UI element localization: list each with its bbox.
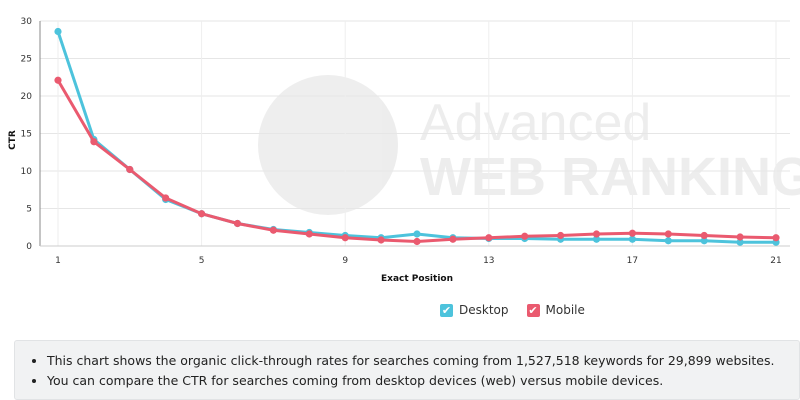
series-line-desktop	[56, 31, 776, 244]
y-tick-label: 10	[21, 167, 33, 177]
data-point-mobile	[162, 194, 170, 202]
x-tick-label: 13	[483, 256, 494, 266]
note-item: You can compare the CTR for searches com…	[47, 371, 799, 391]
data-point-mobile	[413, 237, 421, 246]
check-icon[interactable]: ✔	[526, 303, 540, 317]
data-point-mobile	[664, 230, 672, 238]
legend-label: Mobile	[545, 303, 585, 317]
legend-item-desktop[interactable]: ✔ Desktop	[440, 303, 509, 317]
legend-label: Desktop	[459, 303, 509, 317]
data-point-mobile	[54, 76, 62, 84]
data-point-mobile	[126, 165, 134, 174]
x-tick-label: 5	[199, 256, 205, 266]
y-tick-label: 15	[21, 130, 32, 140]
data-point-mobile	[233, 219, 242, 228]
legend: ✔ Desktop ✔ Mobile	[440, 303, 585, 317]
data-point-mobile	[449, 235, 457, 243]
x-axis-label: Exact Position	[381, 274, 453, 284]
data-point-mobile	[628, 229, 637, 237]
data-point-mobile	[341, 234, 349, 242]
x-tick-label: 17	[627, 256, 638, 266]
data-point-desktop	[413, 230, 421, 238]
watermark: Advanced WEB RANKING	[258, 75, 800, 215]
data-point-mobile	[198, 210, 206, 218]
x-tick-label: 1	[55, 256, 61, 266]
x-tick-label: 9	[342, 256, 348, 266]
note-item: This chart shows the organic click-throu…	[47, 351, 799, 371]
data-point-mobile	[521, 232, 529, 240]
data-point-mobile	[485, 234, 493, 242]
y-tick-label: 25	[21, 55, 32, 65]
x-tick-label: 21	[770, 256, 781, 266]
svg-text:Advanced: Advanced	[420, 94, 651, 152]
data-point-mobile	[90, 138, 98, 146]
check-icon[interactable]: ✔	[440, 303, 453, 317]
data-point-desktop	[592, 235, 601, 243]
y-tick-label: 30	[21, 17, 33, 27]
legend-item-mobile[interactable]: ✔ Mobile	[526, 303, 585, 317]
data-point-desktop	[700, 237, 708, 245]
data-point-mobile	[305, 230, 313, 238]
data-point-mobile	[377, 236, 385, 244]
data-point-desktop	[664, 237, 672, 245]
data-point-mobile	[772, 234, 780, 242]
data-point-mobile	[736, 233, 744, 241]
svg-text:WEB RANKING: WEB RANKING	[420, 147, 800, 207]
data-point-desktop	[54, 27, 62, 36]
data-point-mobile	[557, 231, 565, 240]
y-tick-label: 0	[26, 242, 32, 252]
y-axis-label: CTR	[8, 130, 18, 150]
chart-description: This chart shows the organic click-throu…	[14, 340, 800, 400]
y-tick-label: 5	[26, 205, 32, 215]
data-point-mobile	[700, 231, 708, 240]
data-point-desktop	[736, 238, 744, 246]
data-point-mobile	[592, 230, 601, 238]
y-tick-label: 20	[21, 92, 33, 102]
data-point-desktop	[628, 235, 637, 243]
data-point-mobile	[269, 226, 277, 234]
